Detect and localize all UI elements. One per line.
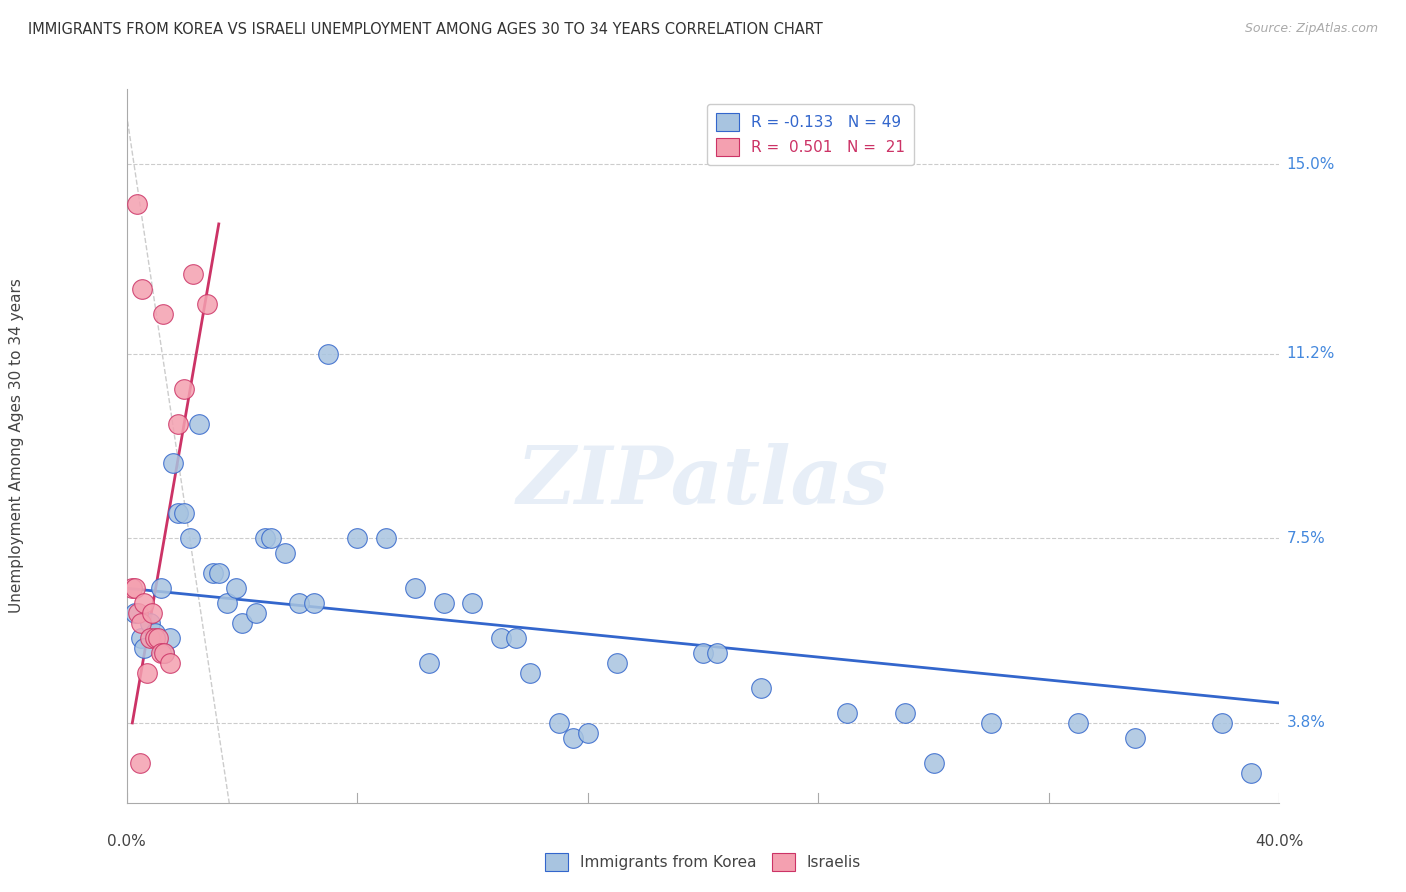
- Point: [195, 297, 218, 311]
- Point: [922, 756, 945, 770]
- Point: [1240, 765, 1263, 780]
- Text: 40.0%: 40.0%: [1256, 834, 1303, 849]
- Point: [145, 631, 166, 645]
- Point: [121, 581, 143, 595]
- Point: [288, 596, 311, 610]
- Point: [274, 546, 297, 560]
- Point: [167, 417, 190, 431]
- Point: [124, 606, 146, 620]
- Point: [135, 666, 157, 681]
- Point: [127, 606, 149, 620]
- Point: [489, 631, 512, 645]
- Text: 0.0%: 0.0%: [107, 834, 146, 849]
- Point: [141, 606, 163, 620]
- Point: [404, 581, 426, 595]
- Point: [148, 631, 170, 645]
- Point: [245, 606, 267, 620]
- Point: [125, 197, 148, 211]
- Text: 3.8%: 3.8%: [1286, 715, 1326, 731]
- Point: [187, 417, 209, 431]
- Point: [253, 531, 276, 545]
- Point: [374, 531, 398, 545]
- Point: [208, 566, 231, 581]
- Point: [138, 616, 160, 631]
- Point: [132, 596, 155, 610]
- Point: [505, 631, 527, 645]
- Point: [153, 646, 176, 660]
- Point: [418, 656, 440, 670]
- Point: [225, 581, 247, 595]
- Point: [1066, 715, 1088, 730]
- Point: [173, 507, 195, 521]
- Point: [153, 646, 176, 660]
- Point: [128, 756, 150, 770]
- Point: [167, 507, 190, 521]
- Text: 11.2%: 11.2%: [1286, 346, 1334, 361]
- Point: [131, 282, 153, 296]
- Text: IMMIGRANTS FROM KOREA VS ISRAELI UNEMPLOYMENT AMONG AGES 30 TO 34 YEARS CORRELAT: IMMIGRANTS FROM KOREA VS ISRAELI UNEMPLO…: [28, 22, 823, 37]
- Point: [231, 616, 253, 631]
- Text: Unemployment Among Ages 30 to 34 years: Unemployment Among Ages 30 to 34 years: [10, 278, 24, 614]
- Point: [138, 631, 160, 645]
- Point: [181, 267, 204, 281]
- Point: [1211, 715, 1233, 730]
- Text: 15.0%: 15.0%: [1286, 157, 1334, 171]
- Point: [461, 596, 484, 610]
- Point: [179, 531, 201, 545]
- Point: [605, 656, 627, 670]
- Point: [202, 566, 225, 581]
- Point: [132, 641, 155, 656]
- Point: [894, 706, 917, 720]
- Point: [145, 626, 166, 640]
- Point: [124, 581, 146, 595]
- Point: [346, 531, 368, 545]
- Point: [706, 646, 728, 660]
- Point: [159, 656, 181, 670]
- Point: [150, 581, 173, 595]
- Text: Source: ZipAtlas.com: Source: ZipAtlas.com: [1244, 22, 1378, 36]
- Point: [150, 646, 173, 660]
- Point: [159, 631, 181, 645]
- Point: [562, 731, 585, 745]
- Point: [259, 531, 281, 545]
- Point: [433, 596, 456, 610]
- Point: [217, 596, 239, 610]
- Point: [749, 681, 772, 695]
- Point: [129, 631, 152, 645]
- Point: [162, 457, 184, 471]
- Text: 7.5%: 7.5%: [1286, 531, 1326, 546]
- Point: [548, 715, 571, 730]
- Point: [302, 596, 325, 610]
- Point: [173, 382, 195, 396]
- Point: [129, 616, 152, 631]
- Point: [519, 666, 541, 681]
- Legend: Immigrants from Korea, Israelis: Immigrants from Korea, Israelis: [538, 847, 868, 877]
- Point: [576, 726, 599, 740]
- Point: [835, 706, 858, 720]
- Point: [316, 347, 339, 361]
- Point: [692, 646, 714, 660]
- Point: [152, 307, 174, 321]
- Point: [1123, 731, 1146, 745]
- Point: [980, 715, 1002, 730]
- Text: ZIPatlas: ZIPatlas: [517, 443, 889, 520]
